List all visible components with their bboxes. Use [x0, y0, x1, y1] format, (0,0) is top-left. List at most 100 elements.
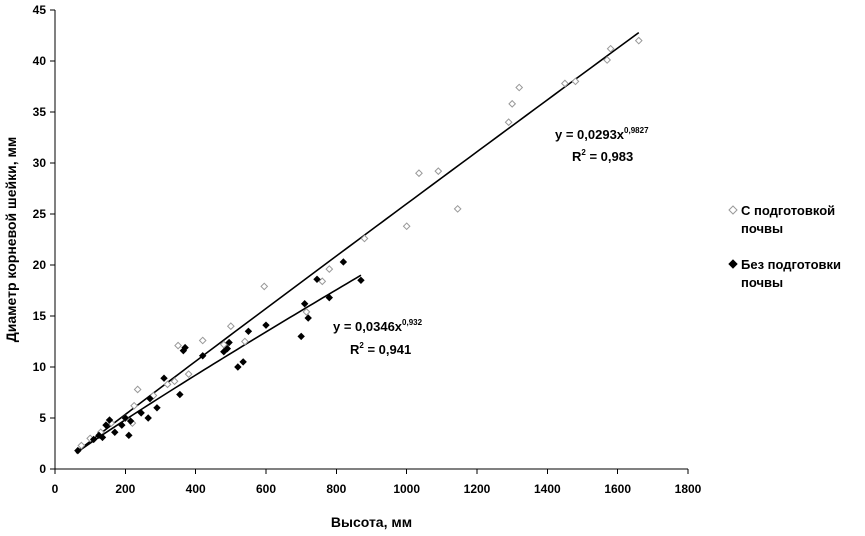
data-point-series-1 [163, 380, 172, 389]
x-tick-label: 1600 [604, 482, 631, 496]
y-tick-label: 15 [33, 309, 47, 323]
x-tick-label: 200 [115, 482, 135, 496]
data-point-series-1 [434, 167, 443, 176]
data-point-series-2 [102, 421, 110, 429]
data-point-series-2 [74, 446, 82, 455]
legend-marker-open-diamond [728, 205, 738, 215]
data-point-series-1 [170, 377, 179, 386]
r2-series-1: R2 = 0,983 [572, 148, 633, 164]
y-tick-label: 40 [33, 54, 47, 68]
data-point-series-1 [515, 83, 524, 92]
y-tick-label: 10 [33, 360, 47, 374]
data-point-series-1 [603, 56, 612, 64]
data-point-series-2 [137, 409, 145, 417]
data-point-series-2 [98, 433, 107, 442]
trendlines [75, 31, 640, 454]
data-point-series-1 [325, 265, 334, 273]
y-tick-label: 45 [33, 3, 47, 17]
data-point-series-1 [77, 441, 86, 450]
data-point-series-2 [300, 300, 309, 308]
legend-label-series-1-line-2: почвы [741, 221, 783, 236]
data-point-series-2 [111, 428, 119, 436]
data-point-series-2 [239, 358, 247, 366]
legend-item-series-2: Без подготовки почвы [728, 257, 841, 290]
data-point-series-1 [240, 337, 249, 346]
data-point-series-2 [153, 404, 161, 412]
legend-item-series-1: С подготовкой почвы [728, 203, 835, 236]
y-tick-label: 20 [33, 258, 47, 272]
data-point-series-1 [219, 340, 228, 349]
data-point-series-1 [453, 204, 462, 213]
y-tick-label: 30 [33, 156, 47, 170]
x-tick-label: 400 [186, 482, 206, 496]
data-point-series-1 [571, 77, 580, 86]
data-point-series-1 [634, 36, 643, 45]
trendline-series-1 [75, 31, 640, 453]
data-point-series-1 [198, 336, 207, 345]
data-point-series-1 [415, 169, 423, 178]
y-axis-title: Диаметр корневой шейки, мм [3, 137, 19, 342]
data-point-series-2 [198, 352, 207, 360]
data-point-series-2 [223, 344, 232, 353]
equation-series-2: y = 0,0346x0,932 [333, 318, 423, 334]
y-tick-label: 35 [33, 105, 47, 119]
data-point-series-2 [304, 314, 312, 322]
y-tick-label: 5 [39, 411, 46, 425]
data-point-series-1 [184, 370, 193, 379]
data-point-series-2 [160, 374, 168, 382]
data-points [74, 36, 643, 455]
data-point-series-2 [126, 417, 135, 425]
r2-series-2: R2 = 0,941 [350, 341, 411, 357]
x-tick-label: 600 [256, 482, 276, 496]
y-tick-label: 25 [33, 207, 47, 221]
data-point-series-1 [130, 401, 139, 410]
data-point-series-1 [318, 277, 327, 286]
data-point-series-2 [121, 414, 130, 422]
x-tick-label: 0 [52, 482, 59, 496]
data-point-series-2 [244, 327, 253, 336]
data-point-series-2 [176, 390, 184, 399]
data-point-series-2 [225, 338, 233, 347]
trendline-series-2 [75, 274, 362, 454]
x-tick-label: 800 [326, 482, 346, 496]
data-point-series-1 [226, 322, 235, 331]
data-point-series-2 [146, 394, 154, 403]
data-point-series-1 [133, 385, 142, 394]
legend-label-series-1-line-1: С подготовкой [741, 203, 835, 218]
x-axis-title: Высота, мм [331, 514, 412, 530]
data-point-series-2 [144, 414, 152, 422]
equation-series-1: y = 0,0293x0,9827 [555, 126, 649, 142]
data-point-series-2 [339, 258, 348, 266]
x-axis-ticks: 0 200 400 600 800 1000 1200 1400 1600 1800 [52, 469, 702, 496]
data-point-series-1 [606, 44, 615, 53]
data-point-series-2 [125, 431, 133, 440]
data-point-series-1 [504, 118, 513, 127]
x-tick-label: 1400 [534, 482, 561, 496]
y-axis-ticks: 0 5 10 15 20 25 30 35 40 45 [33, 3, 55, 476]
x-tick-label: 1800 [675, 482, 702, 496]
data-point-series-1 [260, 282, 269, 291]
legend-label-series-2-line-1: Без подготовки [741, 257, 841, 272]
legend-marker-filled-diamond [728, 259, 738, 269]
data-point-series-2 [313, 275, 321, 283]
plot-area: 0 200 400 600 800 1000 1200 1400 1600 1800 0 5 10 15… [33, 3, 702, 496]
data-point-series-2 [181, 343, 189, 352]
data-point-series-2 [105, 416, 114, 424]
data-point-series-1 [561, 79, 569, 88]
data-point-series-2 [357, 276, 365, 285]
legend-label-series-2-line-2: почвы [741, 275, 783, 290]
x-tick-label: 1200 [464, 482, 491, 496]
data-point-series-2 [325, 293, 334, 302]
data-point-series-2 [89, 435, 98, 444]
data-point-series-1 [174, 341, 182, 350]
y-tick-label: 0 [39, 462, 46, 476]
data-point-series-1 [402, 222, 411, 231]
data-point-series-1 [508, 99, 517, 108]
data-point-series-2 [262, 321, 270, 329]
data-point-series-2 [297, 332, 305, 341]
legend: С подготовкой почвы Без подготовки почвы [728, 203, 841, 290]
data-point-series-2 [118, 421, 126, 429]
data-point-series-2 [234, 363, 242, 371]
data-point-series-1 [360, 234, 369, 243]
